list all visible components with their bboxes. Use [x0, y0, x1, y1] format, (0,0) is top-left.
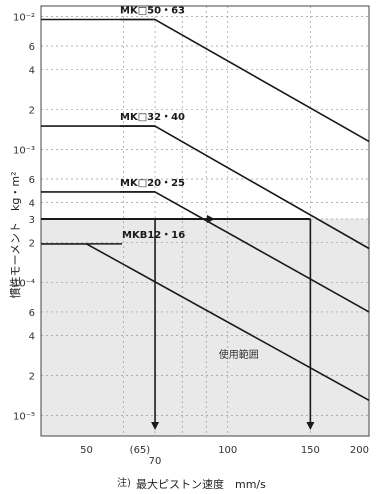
y-axis-label: 慣性モーメント kg・m²: [8, 171, 22, 298]
y-tick-label: 4: [29, 198, 35, 209]
x-tick-label: 100: [218, 445, 237, 456]
y-tick-label: 6: [29, 308, 35, 319]
x-tick-label: 150: [301, 445, 320, 456]
guide-arrows: [41, 215, 315, 430]
y-tick-label: 10⁻⁴: [13, 278, 35, 289]
series-label: MKB12・16: [122, 230, 185, 241]
y-tick-label: 2: [29, 238, 35, 249]
x-axis-label: 最大ピストン速度 mm/s: [136, 477, 266, 491]
y-tick-label: 2: [29, 105, 35, 116]
y-tick-label: 6: [29, 175, 35, 186]
x-tick-label: 70: [149, 456, 162, 467]
usable-range-label: 使用範囲: [219, 348, 259, 361]
y-tick-label: 3: [29, 215, 35, 226]
series-labels: MK□50・63 MK□32・40 MK□20・25 MKB12・16: [86, 5, 185, 245]
y-tick-label: 4: [29, 65, 35, 76]
x-axis-label-prefix: 注): [117, 476, 131, 489]
x-tick-label: 200: [350, 445, 369, 456]
usable-range-area: [41, 219, 369, 436]
y-tick-label: 4: [29, 331, 35, 342]
y-tick-label: 2: [29, 371, 35, 382]
y-tick-label: 10⁻³: [13, 145, 35, 156]
series-label: MK□50・63: [120, 5, 185, 16]
y-tick-labels: 10⁻² 6 4 2 10⁻³ 6 4 3 2 10⁻⁴ 6 4 2 10⁻⁵: [13, 13, 35, 423]
series-label: MK□20・25: [120, 178, 185, 189]
x-tick-labels: 50 (65)70 100 150 200: [80, 445, 369, 467]
plot-frame: [40, 5, 370, 437]
series-label: MK□32・40: [120, 112, 185, 123]
y-tick-label: 10⁻²: [13, 13, 35, 24]
y-tick-label: 10⁻⁵: [13, 411, 35, 422]
x-tick-label: (65): [130, 445, 151, 456]
y-tick-label: 6: [29, 42, 35, 53]
x-tick-label: 50: [80, 445, 93, 456]
